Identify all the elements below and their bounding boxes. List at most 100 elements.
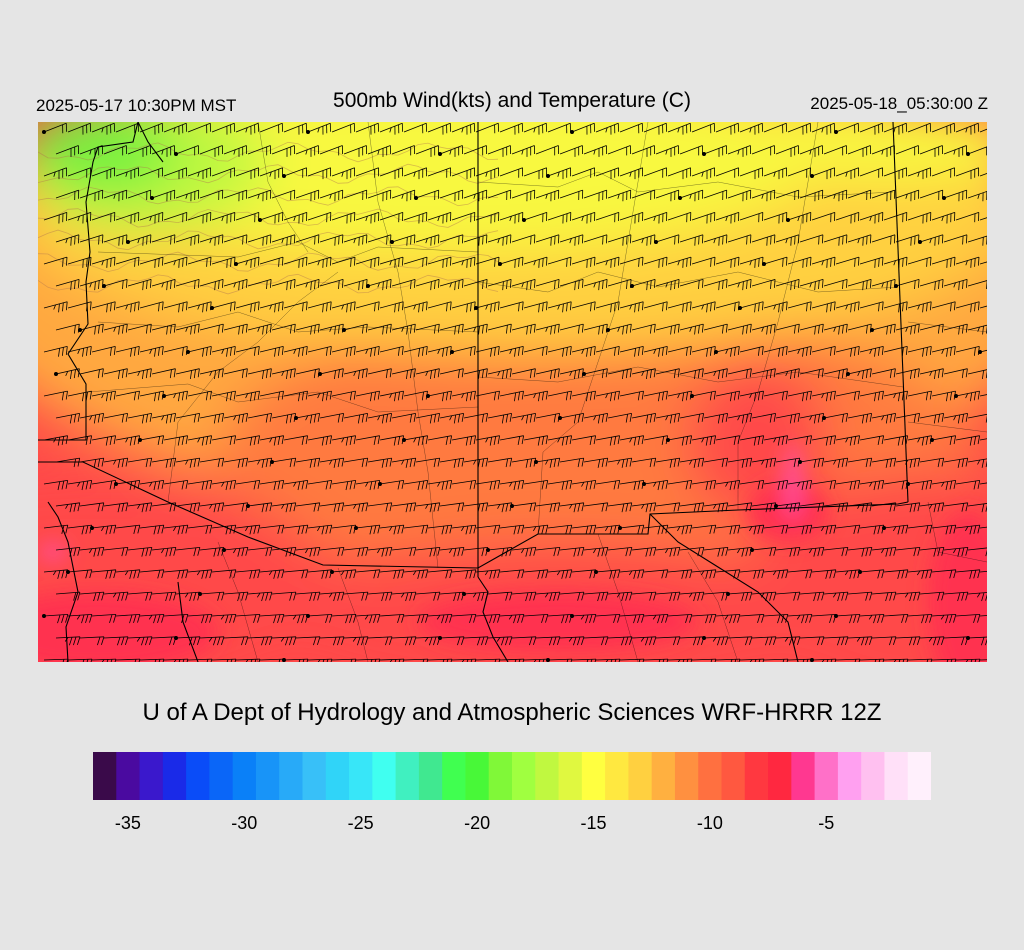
- wind-barb-feather: [69, 503, 73, 513]
- wind-barb-feather: [854, 302, 856, 312]
- wind-barb-feather: [485, 304, 488, 310]
- wind-barb-feather: [837, 459, 841, 468]
- wind-barb-feather: [949, 480, 953, 490]
- wind-barb-feather: [930, 658, 933, 662]
- wind-barb-feather: [182, 347, 184, 356]
- wind-barb-feather: [458, 235, 460, 245]
- wind-barb: [943, 547, 968, 551]
- wind-barb: [163, 212, 187, 221]
- wind-barb-feather: [558, 234, 560, 244]
- wind-barb-feather: [637, 391, 640, 401]
- wind-barb-feather: [198, 279, 200, 288]
- wind-barb: [571, 301, 596, 309]
- wind-barb-feather: [722, 325, 724, 334]
- wind-barb-feather: [650, 280, 652, 290]
- wind-barb-feather: [553, 458, 557, 468]
- wind-barb-feather: [797, 636, 801, 646]
- wind-barb-feather: [82, 348, 84, 357]
- wind-barb-feather: [230, 258, 232, 267]
- wind-barb-feather: [521, 569, 525, 579]
- contour-line: [38, 229, 499, 251]
- wind-barb-feather: [802, 659, 805, 662]
- wind-barb-feather: [709, 391, 712, 401]
- wind-barb-feather: [346, 348, 348, 357]
- wind-barb: [151, 547, 176, 551]
- wind-barb-feather: [802, 348, 804, 357]
- wind-barb-feather: [697, 369, 700, 379]
- wind-barb-feather: [700, 570, 705, 576]
- wind-barb-feather: [570, 658, 573, 662]
- wind-barb: [595, 167, 619, 177]
- wind-barb-feather: [621, 459, 625, 468]
- wind-barb-feather: [601, 458, 605, 468]
- wind-barb-feather: [370, 659, 373, 662]
- wind-barb-feather: [845, 324, 848, 333]
- wind-barb-feather: [237, 548, 241, 557]
- wind-barb-feather: [433, 503, 437, 512]
- wind-barb-feather: [581, 502, 585, 512]
- wind-barb-feather: [857, 391, 860, 400]
- wind-barb-feather: [286, 370, 288, 380]
- wind-barb: [175, 413, 200, 419]
- wind-barb-feather: [518, 302, 520, 312]
- wind-barb-feather: [129, 481, 133, 491]
- wind-barb-feather: [229, 614, 233, 624]
- wind-barb-feather: [318, 279, 320, 288]
- wind-barb-feather: [974, 347, 976, 356]
- wind-barb-feather: [534, 279, 536, 288]
- wind-barb-feather: [778, 348, 780, 357]
- wind-barb-feather: [862, 370, 864, 380]
- wind-barb-feather: [657, 526, 661, 535]
- wind-barb-feather: [701, 413, 704, 422]
- station-dot: [894, 283, 899, 288]
- wind-barb-feather: [369, 481, 373, 491]
- wind-barb-feather: [761, 480, 765, 489]
- wind-barb-feather: [569, 435, 572, 445]
- wind-barb-feather: [657, 481, 661, 491]
- wind-barb-feather: [522, 658, 525, 662]
- wind-barb-feather: [718, 237, 720, 246]
- wind-barb-feather: [445, 480, 449, 490]
- wind-barb-feather: [745, 369, 748, 379]
- wind-barb-feather: [929, 569, 933, 579]
- wind-barb-feather: [661, 525, 665, 534]
- wind-barb-feather: [906, 301, 908, 311]
- wind-barb: [883, 658, 909, 661]
- wind-barb: [379, 435, 404, 441]
- wind-barb-feather: [685, 436, 689, 445]
- wind-barb: [787, 435, 812, 441]
- wind-barb-feather: [321, 437, 325, 446]
- wind-barb: [631, 368, 656, 375]
- wind-barb-feather: [841, 458, 845, 468]
- wind-barb-feather: [649, 592, 653, 601]
- wind-barb-feather: [229, 436, 233, 445]
- wind-barb-feather: [961, 636, 965, 646]
- wind-barb-feather: [585, 526, 589, 535]
- wind-barb-feather: [902, 302, 904, 312]
- wind-barb: [655, 279, 680, 287]
- wind-barb-feather: [797, 216, 800, 222]
- wind-barb-feather: [425, 525, 429, 534]
- wind-barb-feather: [770, 235, 772, 245]
- wind-barb-feather: [733, 480, 737, 490]
- wind-barb: [811, 614, 836, 617]
- wind-barb: [295, 323, 320, 331]
- wind-barb-feather: [382, 281, 384, 291]
- wind-barb-feather: [305, 282, 308, 288]
- wind-barb-feather: [881, 548, 885, 554]
- wind-barb-feather: [297, 526, 301, 535]
- wind-barb-feather: [293, 324, 296, 333]
- wind-barb-feather: [473, 569, 477, 579]
- wind-barb: [187, 301, 212, 309]
- wind-barb-feather: [913, 369, 916, 379]
- station-dot: [966, 151, 971, 156]
- wind-barb-feather: [921, 570, 925, 579]
- wind-barb-feather: [869, 413, 872, 422]
- wind-barb-feather: [693, 637, 697, 646]
- wind-barb: [823, 413, 848, 419]
- wind-barb: [547, 212, 571, 221]
- wind-barb-feather: [430, 237, 432, 246]
- wind-barb-feather: [446, 258, 448, 267]
- wind-barb-feather: [81, 481, 85, 491]
- wind-barb-feather: [278, 659, 281, 662]
